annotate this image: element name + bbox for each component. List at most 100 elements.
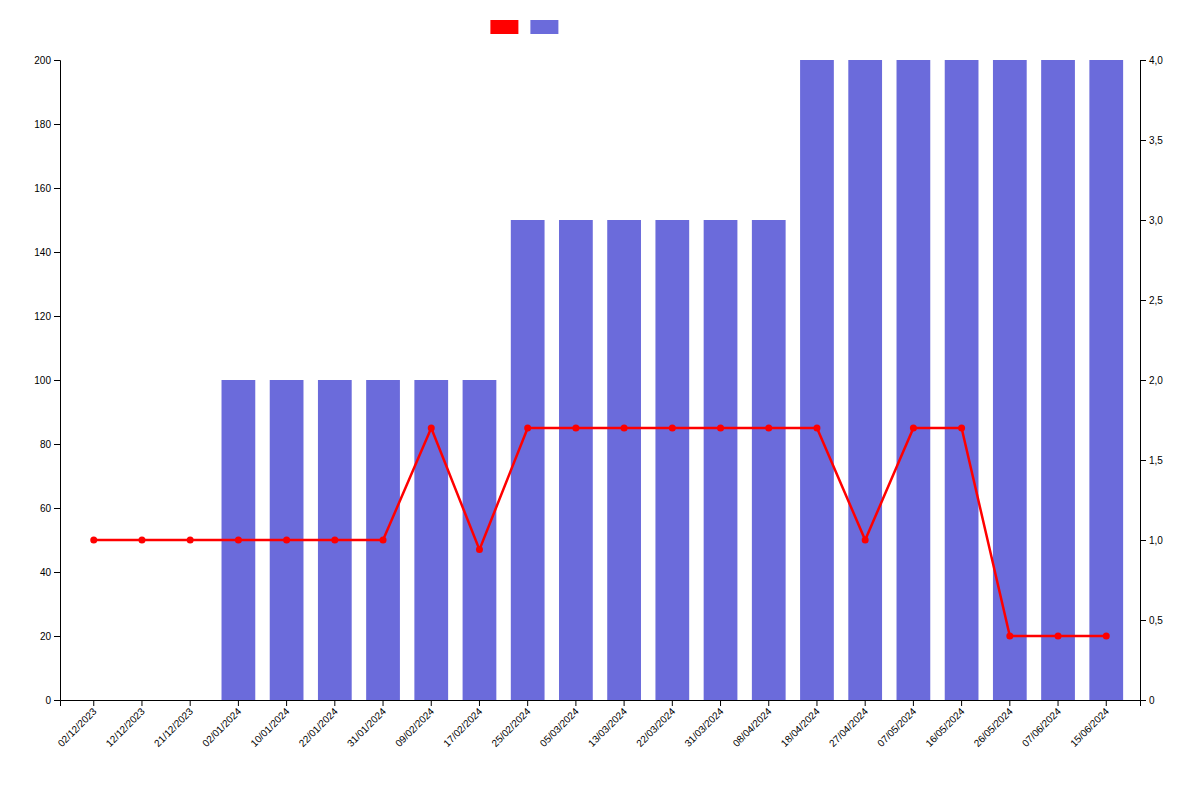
bar — [704, 220, 738, 700]
y2-tick: 2,5 — [1140, 295, 1163, 306]
plot-area: 02/12/202312/12/202321/12/202302/01/2024… — [34, 55, 1163, 749]
x-tick: 07/06/2024 — [1020, 700, 1063, 749]
line — [94, 428, 1107, 636]
y-tick-label: 0 — [45, 695, 51, 706]
axis-domain — [54, 61, 61, 701]
x-tick-label: 13/03/2024 — [586, 705, 629, 748]
x-tick-label: 22/03/2024 — [634, 705, 677, 748]
y-tick-line — [54, 508, 60, 509]
x-tick: 31/03/2024 — [682, 700, 725, 749]
y2-tick: 3,5 — [1140, 135, 1163, 146]
x-tick-label: 17/02/2024 — [441, 705, 484, 748]
y-tick: 100 — [34, 375, 60, 386]
y2-tick-line — [1140, 220, 1146, 221]
marker — [380, 537, 387, 544]
y2-tick-label: 0 — [1149, 695, 1155, 706]
y-tick: 140 — [34, 247, 60, 258]
y-tick: 160 — [34, 183, 60, 194]
x-tick-line — [527, 700, 528, 706]
y-tick-label: 80 — [40, 439, 52, 450]
y2-tick-line — [1140, 380, 1146, 381]
line-markers — [90, 425, 1110, 640]
x-tick: 02/12/2023 — [56, 700, 99, 749]
x-axis: 02/12/202312/12/202321/12/202302/01/2024… — [56, 700, 1141, 749]
bar — [752, 220, 786, 700]
x-tick-label: 31/01/2024 — [345, 705, 388, 748]
bar — [414, 380, 448, 700]
bar — [559, 220, 593, 700]
x-tick: 27/04/2024 — [827, 700, 870, 749]
x-tick: 07/05/2024 — [875, 700, 918, 749]
marker — [187, 537, 194, 544]
x-tick: 02/01/2024 — [200, 700, 243, 749]
marker — [90, 537, 97, 544]
bar — [173, 700, 207, 701]
y2-tick-label: 4,0 — [1149, 55, 1163, 66]
bar — [463, 380, 497, 700]
x-tick-line — [238, 700, 239, 706]
y2-tick-label: 1,5 — [1149, 455, 1163, 466]
x-tick: 17/02/2024 — [441, 700, 484, 749]
bar — [848, 60, 882, 700]
axis-domain — [61, 701, 1141, 707]
x-tick: 16/05/2024 — [923, 700, 966, 749]
y-tick-line — [54, 700, 60, 701]
x-tick: 15/06/2024 — [1068, 700, 1111, 749]
y-tick: 0 — [45, 695, 60, 706]
x-tick-line — [141, 700, 142, 706]
marker — [428, 425, 435, 432]
x-tick-line — [720, 700, 721, 706]
x-tick-label: 08/04/2024 — [731, 705, 774, 748]
y2-tick-label: 3,5 — [1149, 135, 1163, 146]
x-tick-label: 05/03/2024 — [538, 705, 581, 748]
x-tick-label: 21/12/2023 — [152, 705, 195, 748]
y-axis: 020406080100120140160180200 — [34, 55, 60, 706]
y-tick-label: 40 — [40, 567, 52, 578]
y-tick: 200 — [34, 55, 60, 66]
marker — [621, 425, 628, 432]
x-tick-line — [624, 700, 625, 706]
y2-tick-label: 0,5 — [1149, 615, 1163, 626]
x-tick: 13/03/2024 — [586, 700, 629, 749]
x-tick-label: 18/04/2024 — [779, 705, 822, 748]
bar — [655, 220, 689, 700]
y2-tick-line — [1140, 300, 1146, 301]
legend — [490, 20, 558, 34]
marker — [476, 546, 483, 553]
marker — [283, 537, 290, 544]
bar — [125, 700, 159, 701]
y2-tick-line — [1140, 60, 1146, 61]
y-tick-line — [54, 316, 60, 317]
marker — [572, 425, 579, 432]
y2-tick-line — [1140, 620, 1146, 621]
marker — [1103, 633, 1110, 640]
x-tick-line — [1058, 700, 1059, 706]
y-tick-label: 140 — [34, 247, 51, 258]
x-tick-line — [334, 700, 335, 706]
y2-tick-line — [1140, 540, 1146, 541]
y2-tick: 2,0 — [1140, 375, 1163, 386]
x-tick-label: 26/05/2024 — [972, 705, 1015, 748]
y-tick-line — [54, 252, 60, 253]
y2-tick: 1,5 — [1140, 455, 1163, 466]
x-tick: 21/12/2023 — [152, 700, 195, 749]
legend-swatch — [490, 20, 518, 34]
x-tick-label: 31/03/2024 — [682, 705, 725, 748]
x-tick-label: 16/05/2024 — [923, 705, 966, 748]
x-tick-line — [961, 700, 962, 706]
bar-series — [222, 60, 1124, 700]
marker — [669, 425, 676, 432]
y-tick: 60 — [40, 503, 60, 514]
marker — [138, 537, 145, 544]
y2-tick-line — [1140, 460, 1146, 461]
x-tick-line — [865, 700, 866, 706]
x-tick: 31/01/2024 — [345, 700, 388, 749]
x-tick: 05/03/2024 — [538, 700, 581, 749]
y-tick: 20 — [40, 631, 60, 642]
x-tick-line — [768, 700, 769, 706]
y2-axis: 00,51,01,52,02,53,03,54,0 — [1140, 55, 1163, 706]
marker — [813, 425, 820, 432]
y2-tick-label: 3,0 — [1149, 215, 1163, 226]
x-tick-label: 07/06/2024 — [1020, 705, 1063, 748]
marker — [958, 425, 965, 432]
